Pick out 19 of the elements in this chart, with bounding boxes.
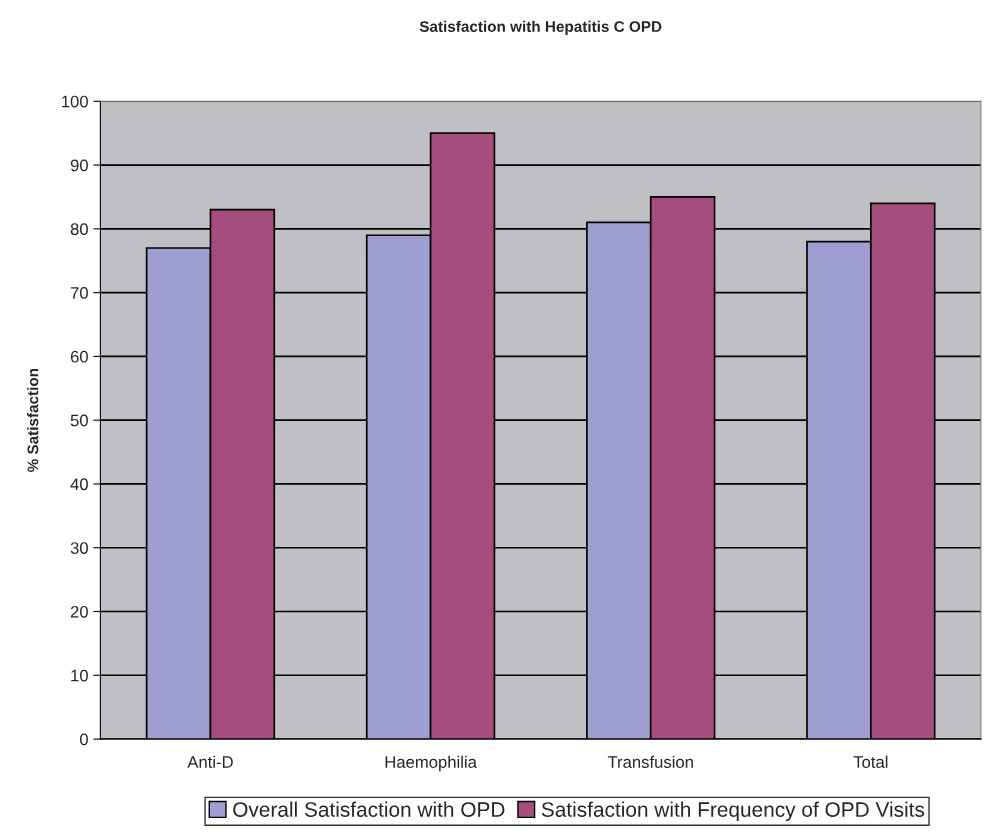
- legend-label: Satisfaction with Frequency of OPD Visits: [541, 801, 925, 822]
- x-tick-label: Transfusion: [607, 755, 693, 768]
- y-axis-title: % Satisfaction: [27, 368, 39, 472]
- y-tick-label: 70: [70, 287, 88, 299]
- legend-label: Overall Satisfaction with OPD: [233, 801, 505, 817]
- y-tick-label: 10: [71, 669, 88, 682]
- y-tick-label: 20: [70, 605, 88, 618]
- y-tick-label: 0: [79, 733, 88, 746]
- x-tick-label: Anti-D: [187, 755, 233, 768]
- y-tick-label: 90: [70, 159, 88, 172]
- y-tick-label: 30: [70, 542, 88, 554]
- y-tick-label: 100: [62, 95, 88, 108]
- y-tick-label: 80: [70, 223, 88, 236]
- x-tick-label: Total: [853, 755, 888, 768]
- y-tick-label: 60: [70, 350, 88, 363]
- x-tick-label: Haemophilia: [385, 755, 477, 772]
- y-tick-label: 40: [70, 478, 88, 491]
- chart-title: Satisfaction with Hepatitis C OPD: [419, 20, 662, 35]
- y-tick-label: 50: [70, 414, 88, 427]
